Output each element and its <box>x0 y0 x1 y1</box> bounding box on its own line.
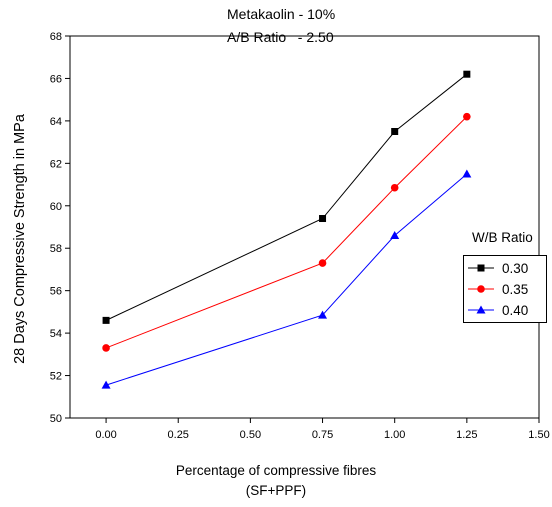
series-line-0.40 <box>105 173 468 386</box>
y-tick-label: 68 <box>50 31 62 43</box>
data-point-0.30 <box>319 215 327 223</box>
legend-marker-0.35 <box>477 285 485 293</box>
data-point-0.30 <box>102 316 110 324</box>
legend-marker-0.40 <box>476 305 486 314</box>
data-point-0.35 <box>318 259 327 267</box>
data-point-0.40 <box>101 380 111 389</box>
x-tick-label: 0.50 <box>240 429 261 441</box>
x-axis-title-line-1: Percentage of compressive fibres <box>175 463 377 478</box>
data-point-0.30 <box>391 128 399 135</box>
data-point-0.35 <box>102 344 110 352</box>
x-tick-label: 1.25 <box>456 429 477 441</box>
y-tick-label: 56 <box>50 286 62 298</box>
y-axis-title: 28 Days Compressive Strength in MPa <box>12 114 28 364</box>
y-tick-label: 60 <box>50 201 62 213</box>
legend-marker-0.30 <box>477 264 485 272</box>
legend-swatches: 0.30 0.35 0.40 <box>468 261 528 318</box>
legend-label: 0.35 <box>502 282 528 297</box>
y-tick-label: 50 <box>50 413 62 425</box>
y-tick-label: 62 <box>50 158 62 170</box>
x-tick-label: 0.00 <box>95 429 116 441</box>
x-tick-label: 0.25 <box>168 429 189 441</box>
y-tick-label: 66 <box>50 73 62 85</box>
data-point-0.35 <box>390 183 399 192</box>
x-tick-label: 1.50 <box>528 429 549 441</box>
x-axis-title-line-2: (SF+PPF) <box>245 483 307 498</box>
chart-title-line-2: A/B Ratio - 2.50 <box>227 29 334 45</box>
series-line-0.30 <box>105 73 468 321</box>
x-tick-label: 0.75 <box>312 429 333 441</box>
legend-title: W/B Ratio <box>472 230 533 245</box>
y-tick-label: 52 <box>50 371 62 383</box>
y-tick-label: 58 <box>50 243 62 255</box>
y-tick-label: 54 <box>50 328 62 340</box>
series-line-0.35 <box>105 116 468 349</box>
x-tick-label: 1.00 <box>384 429 405 441</box>
data-point-0.35 <box>463 112 471 121</box>
chart-title-line-1: Metakaolin - 10% <box>227 6 336 22</box>
data-point-0.40 <box>390 230 400 239</box>
legend-label: 0.40 <box>502 303 528 318</box>
data-point-0.40 <box>318 310 328 319</box>
data-point-0.40 <box>462 169 472 178</box>
y-tick-label: 64 <box>50 116 62 128</box>
legend-label: 0.30 <box>502 261 528 276</box>
plot-area-frame <box>69 35 540 419</box>
legend: 0.30 0.35 0.40 <box>463 255 547 323</box>
data-point-0.30 <box>463 70 471 78</box>
